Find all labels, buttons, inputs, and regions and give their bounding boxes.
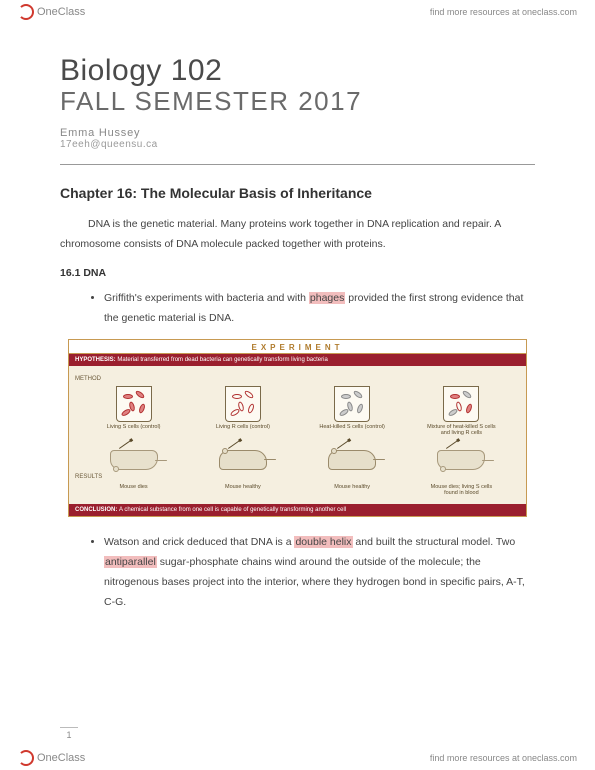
- syringe-icon: [119, 440, 131, 449]
- hypothesis-text: Material transferred from dead bacteria …: [117, 357, 327, 363]
- course-title: Biology 102: [60, 54, 535, 88]
- method-label: METHOD: [75, 372, 520, 384]
- beaker-label: Heat-killed S cells (control): [319, 424, 384, 436]
- mouse-cell: [98, 450, 170, 470]
- result-label: Mouse healthy: [316, 484, 388, 496]
- experiment-body: METHOD Living S cells (control) Living R …: [69, 366, 526, 504]
- beaker-unit: Living S cells (control): [98, 386, 170, 436]
- bullet-item-2: Watson and crick deduced that DNA is a d…: [104, 533, 535, 613]
- mice-row: [75, 438, 520, 470]
- mouse-alive-icon: [219, 450, 267, 470]
- bullet1-highlight: phages: [309, 292, 345, 304]
- syringe-icon: [228, 440, 240, 449]
- semester-subtitle: FALL SEMESTER 2017: [60, 86, 535, 117]
- hypothesis-label: HYPOTHESIS:: [75, 357, 116, 363]
- syringe-icon: [446, 440, 458, 449]
- intro-paragraph: DNA is the genetic material. Many protei…: [60, 215, 535, 255]
- footer-brand-name: OneClass: [37, 752, 85, 764]
- page-number: 1: [60, 727, 78, 740]
- beaker-unit: Living R cells (control): [207, 386, 279, 436]
- beaker-row: Living S cells (control) Living R cells (…: [75, 384, 520, 438]
- beaker-label: Mixture of heat-killed S cells and livin…: [425, 424, 497, 436]
- chapter-title: Chapter 16: The Molecular Basis of Inher…: [60, 185, 535, 201]
- beaker-icon: [443, 386, 479, 422]
- bullet-list-2: Watson and crick deduced that DNA is a d…: [60, 533, 535, 613]
- mouse-dead-icon: [437, 450, 485, 470]
- syringe-icon: [337, 440, 349, 449]
- results-row: Mouse dies Mouse healthy Mouse healthy Mous…: [75, 482, 520, 500]
- bullet-item-1: Griffith's experiments with bacteria and…: [104, 289, 535, 329]
- experiment-conclusion: CONCLUSION: A chemical substance from on…: [69, 504, 526, 516]
- brand-logo[interactable]: OneClass: [18, 4, 85, 20]
- footer-brand-logo[interactable]: OneClass: [18, 750, 85, 766]
- bullet2-hl1: double helix: [294, 536, 352, 548]
- result-label: Mouse dies: [98, 484, 170, 496]
- author-name: Emma Hussey: [60, 127, 535, 139]
- section-label: 16.1 DNA: [60, 267, 535, 279]
- header-tagline[interactable]: find more resources at oneclass.com: [430, 7, 577, 17]
- results-label: RESULTS: [75, 470, 520, 482]
- bullet2-hl2: antiparallel: [104, 556, 157, 568]
- beaker-unit: Mixture of heat-killed S cells and livin…: [425, 386, 497, 436]
- result-label: Mouse healthy: [207, 484, 279, 496]
- bullet2-mid: and built the structural model. Two: [353, 536, 516, 548]
- beaker-unit: Heat-killed S cells (control): [316, 386, 388, 436]
- bullet2-pre: Watson and crick deduced that DNA is a: [104, 536, 294, 548]
- mouse-cell: [425, 450, 497, 470]
- author-email: 17eeh@queensu.ca: [60, 139, 535, 150]
- mouse-alive-icon: [328, 450, 376, 470]
- header-bar: OneClass find more resources at oneclass…: [0, 0, 595, 24]
- footer-bar: OneClass find more resources at oneclass…: [0, 746, 595, 770]
- experiment-header: EXPERIMENT: [69, 340, 526, 354]
- conclusion-label: CONCLUSION:: [75, 507, 117, 513]
- mouse-cell: [316, 450, 388, 470]
- beaker-icon: [334, 386, 370, 422]
- conclusion-text: A chemical substance from one cell is ca…: [119, 507, 346, 513]
- bullet2-post: sugar-phosphate chains wind around the o…: [104, 556, 525, 608]
- experiment-figure: EXPERIMENT HYPOTHESIS: Material transfer…: [68, 339, 527, 517]
- logo-swirl-icon: [18, 4, 34, 20]
- footer-tagline[interactable]: find more resources at oneclass.com: [430, 753, 577, 763]
- brand-name: OneClass: [37, 6, 85, 18]
- beaker-label: Living R cells (control): [216, 424, 270, 436]
- title-divider: [60, 164, 535, 165]
- footer-logo-swirl-icon: [18, 750, 34, 766]
- beaker-icon: [225, 386, 261, 422]
- bullet1-pre: Griffith's experiments with bacteria and…: [104, 292, 309, 304]
- mouse-dead-icon: [110, 450, 158, 470]
- mouse-cell: [207, 450, 279, 470]
- result-label: Mouse dies; living S cells found in bloo…: [425, 484, 497, 496]
- beaker-icon: [116, 386, 152, 422]
- document-content: Biology 102 FALL SEMESTER 2017 Emma Huss…: [0, 0, 595, 663]
- beaker-label: Living S cells (control): [107, 424, 161, 436]
- bullet-list: Griffith's experiments with bacteria and…: [60, 289, 535, 329]
- experiment-hypothesis: HYPOTHESIS: Material transferred from de…: [69, 354, 526, 366]
